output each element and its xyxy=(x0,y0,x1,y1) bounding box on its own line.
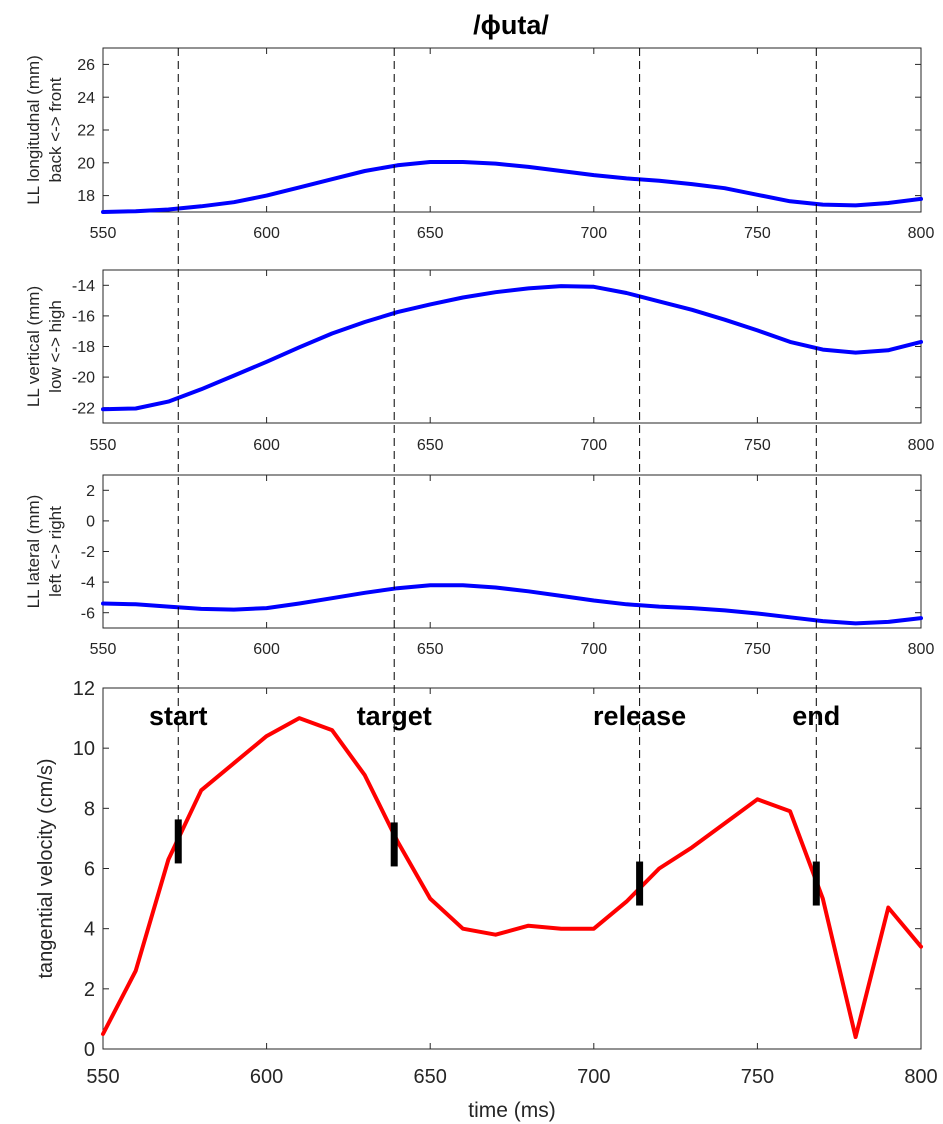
figure-title: /ɸuta/ xyxy=(473,10,549,40)
x-tick-label: 750 xyxy=(741,1066,774,1088)
axes-box-velocity xyxy=(102,687,922,1050)
x-tick-label: 700 xyxy=(580,641,607,658)
y-tick-label: 4 xyxy=(84,919,95,941)
y-tick-label: 20 xyxy=(77,155,95,172)
y-tick-label: 2 xyxy=(84,979,95,1001)
y-axis-label: LL vertical (mm) xyxy=(24,286,43,407)
y-axis-label: tangential velocity (cm/s) xyxy=(35,758,57,978)
series-line-vertical xyxy=(101,284,923,412)
x-tick-label: 550 xyxy=(86,1066,119,1088)
y-tick-label: -6 xyxy=(81,605,95,622)
x-tick-label: 650 xyxy=(417,225,444,242)
x-tick-label: 600 xyxy=(253,437,280,454)
event-marker-release xyxy=(636,861,644,906)
series-line-lateral xyxy=(101,583,923,626)
axes-box-vertical xyxy=(102,269,922,424)
y-tick-label: 10 xyxy=(73,738,95,760)
x-tick-label: 750 xyxy=(744,437,771,454)
y-tick-label: -16 xyxy=(72,309,95,326)
series-line-velocity xyxy=(101,716,923,1039)
y-tick-label: 8 xyxy=(84,798,95,820)
y-axis-label: low <-> high xyxy=(46,300,65,393)
y-tick-label: 24 xyxy=(77,90,95,107)
x-tick-label: 650 xyxy=(417,641,444,658)
y-axis-label: LL longitudnal (mm) xyxy=(24,55,43,205)
y-tick-label: 26 xyxy=(77,57,95,74)
y-tick-label: -2 xyxy=(81,544,95,561)
x-tick-label: 700 xyxy=(577,1066,610,1088)
x-tick-label: 650 xyxy=(417,437,444,454)
y-axis-label: left <-> right xyxy=(46,506,65,597)
y-tick-label: 22 xyxy=(77,123,95,140)
x-axis-label: time (ms) xyxy=(468,1099,556,1122)
x-tick-label: 600 xyxy=(253,641,280,658)
series-line-longitudinal xyxy=(101,160,923,214)
y-tick-label: 2 xyxy=(86,483,95,500)
x-tick-label: 650 xyxy=(414,1066,447,1088)
y-tick-label: 0 xyxy=(84,1039,95,1061)
x-tick-label: 800 xyxy=(908,437,935,454)
y-tick-label: 12 xyxy=(73,678,95,700)
event-label-end: end xyxy=(792,701,840,731)
axes-box-longitudinal xyxy=(102,47,922,213)
x-tick-label: 800 xyxy=(908,641,935,658)
x-tick-label: 750 xyxy=(744,225,771,242)
event-label-target: target xyxy=(357,701,432,731)
x-tick-label: 700 xyxy=(580,437,607,454)
y-tick-label: 18 xyxy=(77,188,95,205)
event-marker-start xyxy=(174,819,182,864)
x-tick-label: 750 xyxy=(744,641,771,658)
event-marker-target xyxy=(390,822,398,867)
y-tick-label: 0 xyxy=(86,514,95,531)
x-tick-label: 800 xyxy=(904,1066,937,1088)
x-tick-label: 800 xyxy=(908,225,935,242)
y-tick-label: -22 xyxy=(72,400,95,417)
x-tick-label: 550 xyxy=(90,641,117,658)
y-tick-label: -20 xyxy=(72,370,95,387)
event-label-release: release xyxy=(593,701,686,731)
y-tick-label: 6 xyxy=(84,859,95,881)
y-axis-label: back <-> front xyxy=(46,77,65,182)
x-tick-label: 600 xyxy=(250,1066,283,1088)
x-tick-label: 700 xyxy=(580,225,607,242)
y-tick-label: -4 xyxy=(81,575,95,592)
y-tick-label: -14 xyxy=(72,278,95,295)
y-axis-label: LL lateral (mm) xyxy=(24,495,43,609)
x-tick-label: 550 xyxy=(90,225,117,242)
x-tick-label: 600 xyxy=(253,225,280,242)
y-tick-label: -18 xyxy=(72,339,95,356)
event-marker-end xyxy=(812,861,820,906)
axes-box-lateral xyxy=(102,474,922,629)
x-tick-label: 550 xyxy=(90,437,117,454)
event-label-start: start xyxy=(149,701,208,731)
